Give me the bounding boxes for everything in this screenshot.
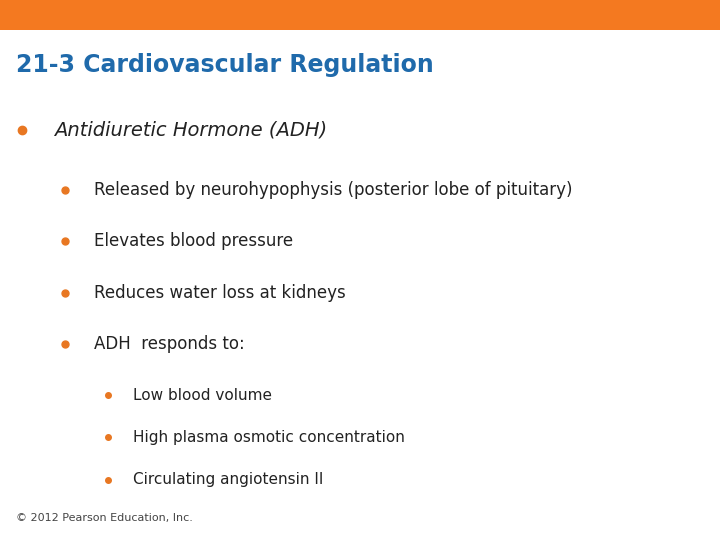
Text: ADH  responds to:: ADH responds to: — [94, 335, 244, 353]
Text: © 2012 Pearson Education, Inc.: © 2012 Pearson Education, Inc. — [16, 514, 193, 523]
Text: Low blood volume: Low blood volume — [133, 388, 272, 403]
Text: Elevates blood pressure: Elevates blood pressure — [94, 232, 293, 251]
Text: High plasma osmotic concentration: High plasma osmotic concentration — [133, 430, 405, 445]
FancyBboxPatch shape — [0, 0, 720, 30]
Text: Antidiuretic Hormone (ADH): Antidiuretic Hormone (ADH) — [54, 120, 327, 139]
Text: Reduces water loss at kidneys: Reduces water loss at kidneys — [94, 284, 346, 302]
Text: Released by neurohypophysis (posterior lobe of pituitary): Released by neurohypophysis (posterior l… — [94, 181, 572, 199]
Text: 21-3 Cardiovascular Regulation: 21-3 Cardiovascular Regulation — [16, 53, 433, 77]
Text: Circulating angiotensin II: Circulating angiotensin II — [133, 472, 323, 487]
